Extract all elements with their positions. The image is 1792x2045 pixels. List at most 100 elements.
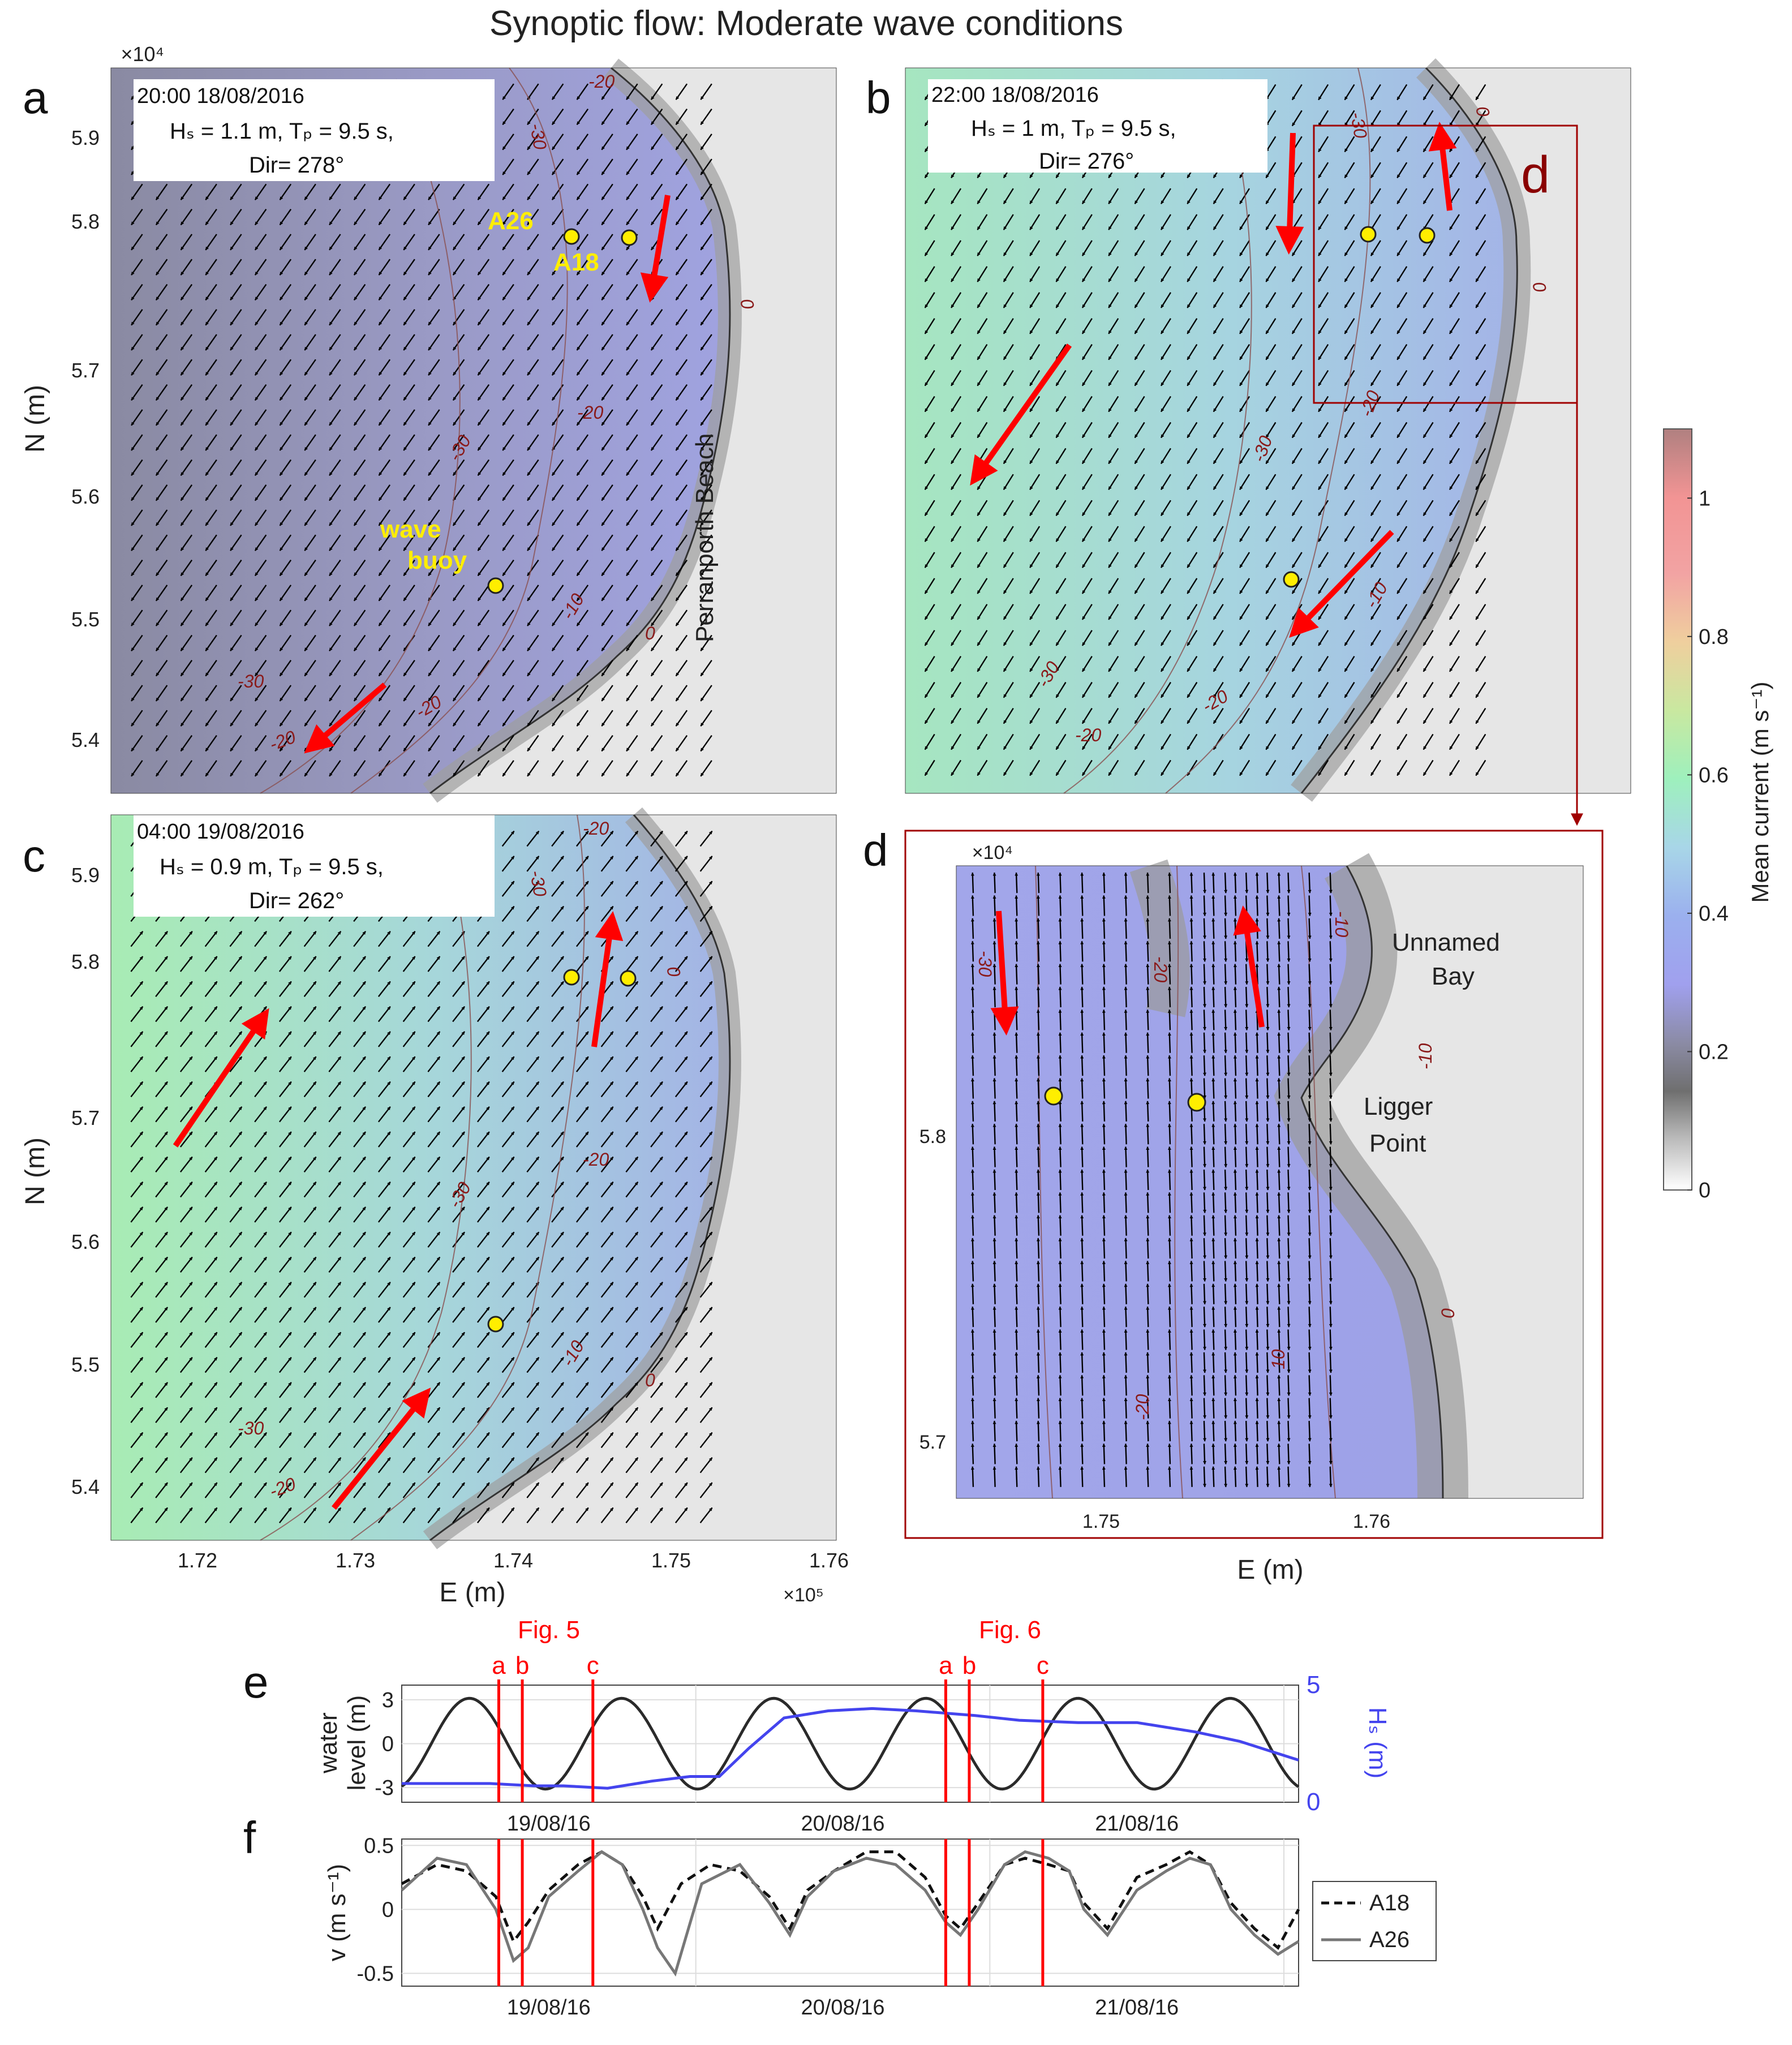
current-vector <box>675 409 688 426</box>
current-vector <box>254 334 267 351</box>
current-vector <box>1233 1398 1237 1419</box>
current-vector <box>675 234 688 251</box>
current-vector <box>1015 1260 1019 1282</box>
current-vector <box>1015 1420 1019 1442</box>
current-vector <box>428 384 440 401</box>
current-vector <box>230 259 242 276</box>
map-x-label-c: E (m) <box>439 1578 505 1608</box>
current-vector <box>601 585 613 602</box>
current-vector <box>131 309 143 326</box>
current-vector <box>1124 1466 1128 1487</box>
current-vector <box>428 559 440 577</box>
current-vector <box>1233 1238 1237 1259</box>
current-vector <box>279 634 292 652</box>
current-vector <box>254 609 267 626</box>
current-vector <box>205 334 217 351</box>
current-vector <box>279 609 292 626</box>
current-vector <box>1245 1375 1249 1396</box>
svg-text:5.7: 5.7 <box>71 1106 100 1129</box>
current-vector <box>304 685 316 702</box>
current-vector <box>1233 940 1237 962</box>
current-vector <box>428 484 440 501</box>
current-vector <box>1102 895 1106 916</box>
current-vector <box>378 259 391 276</box>
current-vector <box>477 259 490 276</box>
current-vector <box>601 334 613 351</box>
current-vector <box>1224 1329 1228 1351</box>
x-tick-label: 21/08/16 <box>1095 1996 1179 2020</box>
current-vector <box>992 1352 996 1373</box>
current-vector <box>378 634 391 652</box>
current-vector <box>992 1077 996 1099</box>
current-vector <box>1015 1101 1019 1122</box>
current-vector <box>992 1101 996 1122</box>
current-vector <box>452 283 465 301</box>
current-vector <box>205 309 217 326</box>
current-vector <box>1015 964 1019 985</box>
current-vector <box>1036 1077 1040 1099</box>
current-vector <box>279 585 292 602</box>
current-vector <box>1211 1398 1215 1419</box>
current-vector <box>1102 1169 1106 1191</box>
current-vector <box>1189 1238 1193 1259</box>
current-vector <box>1308 1124 1312 1145</box>
current-vector <box>230 283 242 301</box>
e-ylabel-2: level (m) <box>343 1695 371 1791</box>
current-vector <box>230 183 242 200</box>
current-vector <box>1308 1215 1312 1236</box>
current-vector <box>452 634 465 652</box>
current-vector <box>1308 987 1312 1008</box>
current-vector <box>353 660 366 677</box>
current-vector <box>992 1123 996 1145</box>
current-vector <box>626 259 638 276</box>
current-vector <box>254 585 267 602</box>
current-vector <box>131 334 143 351</box>
current-vector <box>992 1238 996 1259</box>
current-vector <box>279 409 292 426</box>
current-vector <box>1102 1466 1106 1487</box>
current-vector <box>1287 941 1291 962</box>
current-vector <box>205 359 217 376</box>
current-vector <box>626 634 638 652</box>
current-vector <box>650 108 663 126</box>
current-vector <box>551 484 564 501</box>
current-vector <box>1211 940 1215 962</box>
current-vector <box>601 83 613 100</box>
current-vector <box>992 872 996 893</box>
current-vector <box>477 484 490 501</box>
current-vector <box>1015 1238 1019 1259</box>
current-vector <box>1015 918 1019 939</box>
current-vector <box>131 434 143 451</box>
current-vector <box>1203 1169 1207 1191</box>
current-vector <box>1102 1443 1106 1464</box>
current-vector <box>205 685 217 702</box>
current-vector <box>551 134 564 151</box>
current-vector <box>626 158 638 175</box>
current-vector <box>992 895 996 916</box>
current-vector <box>452 409 465 426</box>
current-vector <box>1245 1124 1249 1145</box>
current-vector <box>650 309 663 326</box>
current-vector <box>180 609 193 626</box>
current-vector <box>1224 1192 1228 1213</box>
current-vector <box>428 409 440 426</box>
current-vector <box>452 259 465 276</box>
current-vector <box>1189 1146 1193 1167</box>
current-vector <box>1102 1283 1106 1304</box>
current-vector <box>1102 872 1106 893</box>
current-vector <box>1308 941 1312 962</box>
current-vector <box>1308 1307 1312 1327</box>
current-vector <box>428 609 440 626</box>
current-vector <box>601 534 613 551</box>
current-vector <box>304 334 316 351</box>
current-vector <box>1233 1215 1237 1236</box>
current-vector <box>601 484 613 501</box>
current-vector <box>576 359 589 376</box>
current-vector <box>626 283 638 301</box>
current-vector <box>1224 1078 1228 1099</box>
legend-f: A18 A26 <box>1312 1881 1437 1961</box>
current-vector <box>675 359 688 376</box>
current-vector <box>1036 1215 1040 1236</box>
current-vector <box>1124 964 1128 985</box>
current-vector <box>131 283 143 301</box>
